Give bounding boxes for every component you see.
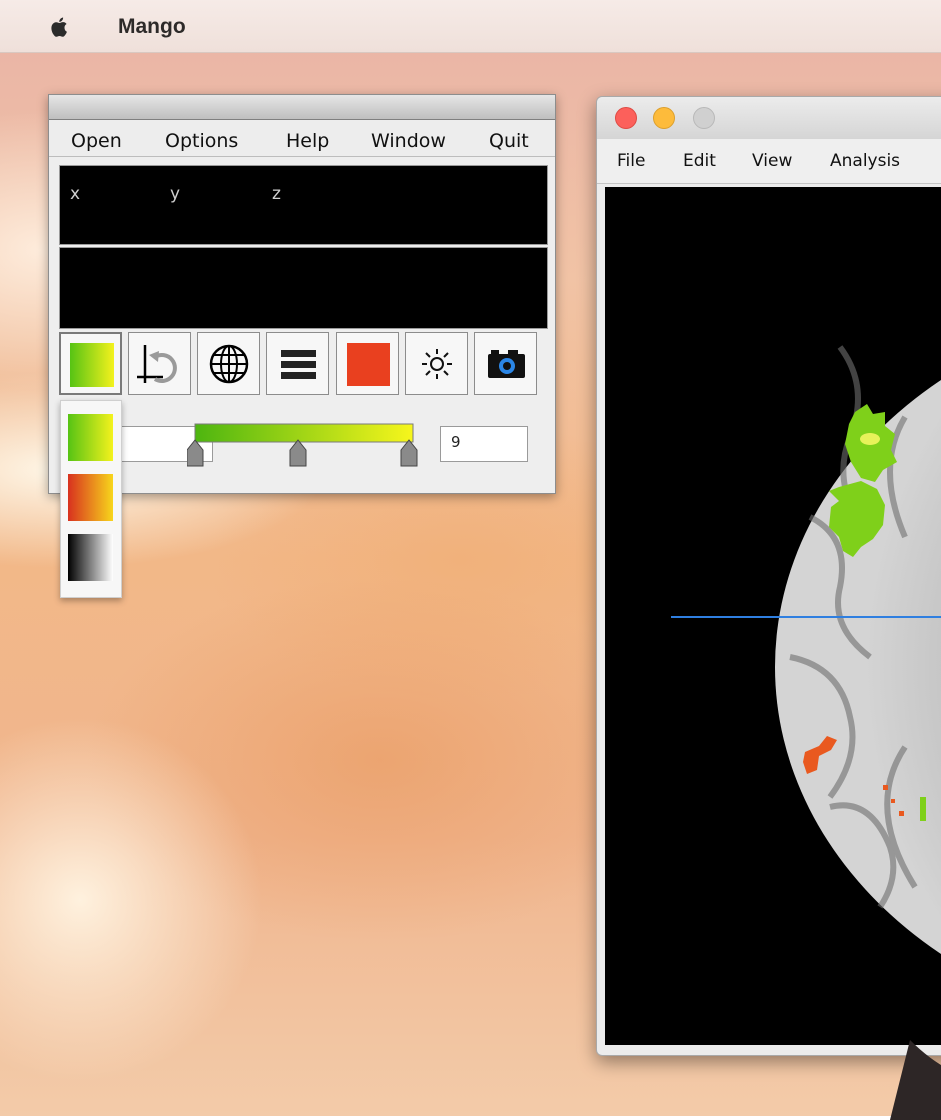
green-yellow-gradient-icon[interactable] <box>68 414 113 461</box>
menu-file[interactable]: File <box>617 151 646 171</box>
colormap-dropdown <box>60 400 122 598</box>
menu-window[interactable]: Window <box>371 130 446 152</box>
viewer-title-bar[interactable] <box>597 97 941 139</box>
crosshair-rotate-icon <box>137 345 177 383</box>
colormap-button[interactable] <box>59 332 122 395</box>
max-slider-handle[interactable] <box>400 439 418 467</box>
globe-icon <box>209 344 249 384</box>
world-button[interactable] <box>197 332 260 395</box>
info-panel <box>59 247 548 329</box>
coordinate-panel: x y z <box>59 165 548 245</box>
menu-quit[interactable]: Quit <box>489 130 529 152</box>
z-coord-label: z <box>272 184 281 204</box>
x-coord-label: x <box>70 184 81 204</box>
overlay-color-button[interactable] <box>336 332 399 395</box>
red-activation-overlay <box>803 736 904 816</box>
sun-icon <box>422 349 452 379</box>
brain-image-canvas[interactable] <box>605 187 941 1045</box>
close-button[interactable] <box>615 107 637 129</box>
app-name-menu[interactable]: Mango <box>118 15 186 38</box>
grayscale-gradient-icon[interactable] <box>68 534 113 581</box>
menu-open[interactable]: Open <box>71 130 122 152</box>
camera-icon <box>488 350 525 378</box>
toolbox-title-bar[interactable] <box>49 95 555 120</box>
menu-bar: Mango <box>0 0 941 53</box>
threshold-range-slider[interactable] <box>187 421 423 469</box>
screenshot-button[interactable] <box>474 332 537 395</box>
menu-analysis[interactable]: Analysis <box>830 151 901 171</box>
menu-help[interactable]: Help <box>286 130 330 152</box>
apple-icon[interactable] <box>50 16 70 38</box>
brightness-button[interactable] <box>405 332 468 395</box>
layers-button[interactable] <box>266 332 329 395</box>
toolbox-menu-bar: Open Options Help Window Quit <box>49 120 555 157</box>
max-threshold-field[interactable]: 9 <box>440 426 528 462</box>
desktop-decoration <box>890 1040 941 1120</box>
colormap-gradient-icon <box>70 343 114 387</box>
brain-slice-image <box>671 345 941 954</box>
red-square-icon <box>347 343 390 386</box>
zoom-button[interactable] <box>693 107 715 129</box>
origin-button[interactable] <box>128 332 191 395</box>
viewer-window: File Edit View Analysis <box>596 96 941 1056</box>
menu-view[interactable]: View <box>752 151 793 171</box>
minimize-button[interactable] <box>653 107 675 129</box>
menu-edit[interactable]: Edit <box>683 151 716 171</box>
red-yellow-gradient-icon[interactable] <box>68 474 113 521</box>
min-slider-handle[interactable] <box>187 439 204 467</box>
y-coord-label: y <box>170 184 181 204</box>
toolbox-window: Open Options Help Window Quit x y z <box>48 94 556 494</box>
mid-slider-handle[interactable] <box>289 439 307 467</box>
menu-options[interactable]: Options <box>165 130 239 152</box>
viewer-menu-bar: File Edit View Analysis <box>597 139 941 184</box>
stack-icon <box>281 350 316 379</box>
